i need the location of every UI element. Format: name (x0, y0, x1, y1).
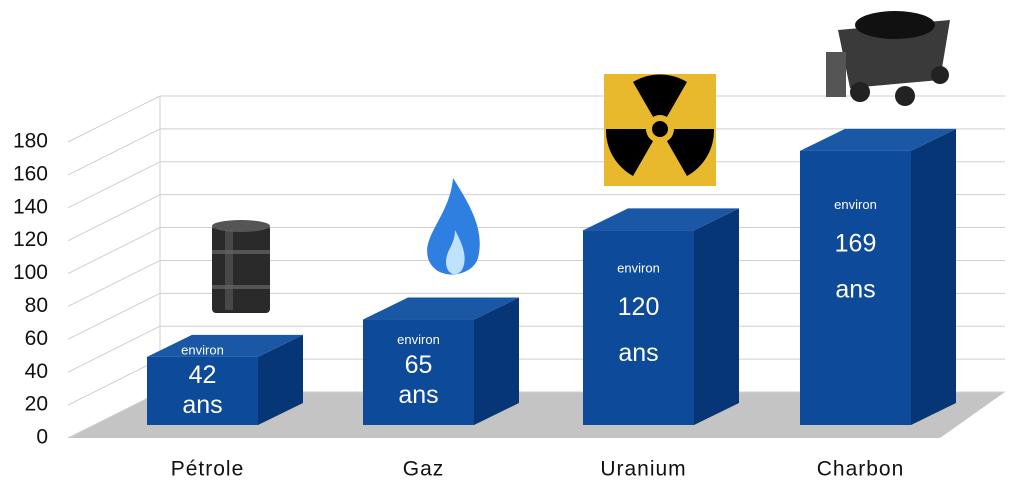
value-label-prefix: environ (397, 332, 440, 347)
bar-side (911, 129, 956, 425)
value-label: 120 (618, 293, 660, 321)
oil-barrel-icon (212, 220, 270, 313)
value-label-suffix: ans (398, 381, 438, 409)
y-tick-label: 60 (25, 327, 48, 350)
y-tick-label: 40 (25, 360, 48, 383)
side-grid-line (68, 195, 160, 241)
x-tick-label: Pétrole (171, 458, 245, 481)
value-label-prefix: environ (181, 342, 224, 357)
side-grid-line (68, 162, 160, 208)
value-label: 42 (189, 361, 217, 389)
value-label-prefix: environ (834, 197, 877, 212)
bar-side (694, 208, 739, 425)
side-grid-line (68, 293, 160, 339)
x-tick-label: Charbon (817, 458, 905, 481)
side-grid-line (68, 359, 160, 405)
y-tick-label: 20 (25, 393, 48, 416)
bar-side (474, 298, 519, 425)
radiation-icon (604, 74, 716, 186)
x-tick-label: Uranium (600, 458, 686, 481)
value-label: 65 (405, 351, 433, 379)
y-tick-label: 180 (13, 130, 48, 153)
side-grid-line (68, 260, 160, 306)
y-tick-label: 160 (13, 162, 48, 185)
value-label: 169 (835, 229, 877, 257)
side-grid-line (68, 129, 160, 175)
gas-flame-icon (427, 178, 480, 275)
mine-cart-icon (826, 11, 950, 106)
y-tick-label: 120 (13, 228, 48, 251)
chart: 0 20 40 60 80 100 120 140 160 180 Pétrole environ 42… (0, 0, 1020, 481)
y-tick-label: 100 (13, 261, 48, 284)
value-label-suffix: ans (182, 391, 222, 419)
side-grid-line (68, 326, 160, 372)
y-tick-label: 0 (36, 426, 48, 449)
y-tick-label: 80 (25, 294, 48, 317)
bar (583, 230, 694, 425)
value-label-prefix: environ (617, 261, 660, 276)
value-label-suffix: ans (618, 339, 658, 367)
value-label-suffix: ans (835, 275, 875, 303)
y-tick-label: 140 (13, 195, 48, 218)
side-grid-line (68, 228, 160, 274)
side-grid-line (68, 96, 160, 142)
x-tick-label: Gaz (403, 458, 445, 481)
